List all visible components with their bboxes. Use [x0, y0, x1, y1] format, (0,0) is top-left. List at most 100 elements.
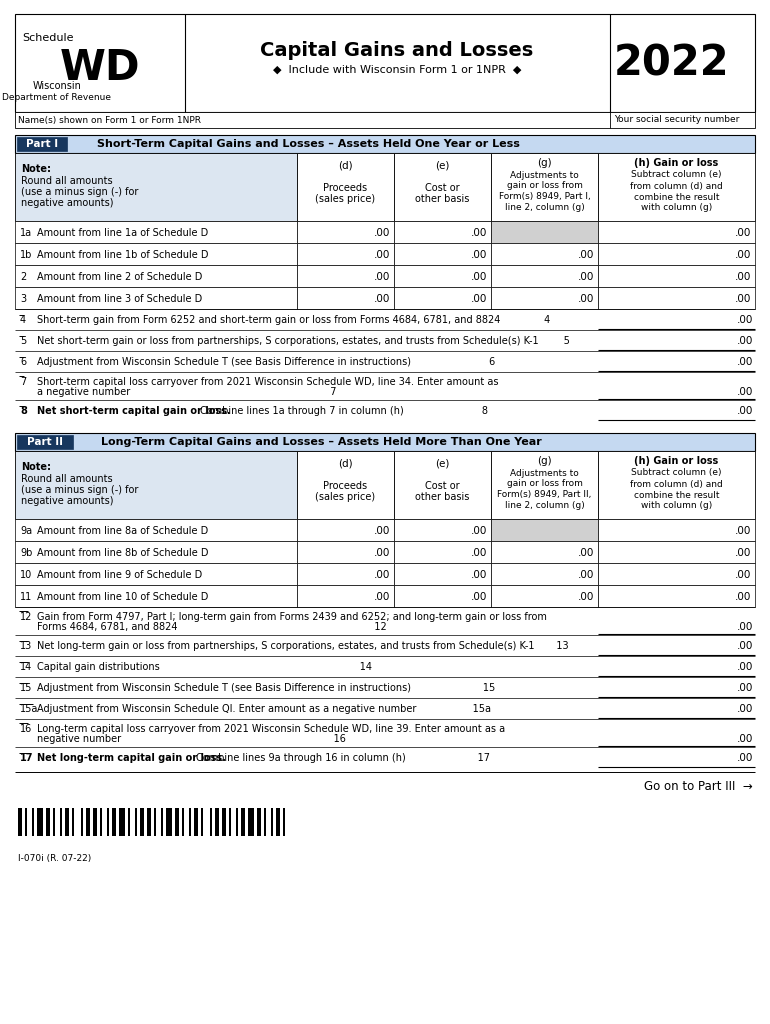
Bar	[72, 808, 74, 836]
Text: .00: .00	[470, 569, 487, 580]
Text: other basis: other basis	[415, 194, 470, 204]
Text: from column (d) and: from column (d) and	[630, 181, 723, 190]
Text: Round all amounts: Round all amounts	[21, 474, 112, 484]
Text: negative amounts): negative amounts)	[21, 496, 113, 506]
Bar	[182, 808, 184, 836]
Bar	[15, 451, 297, 519]
Text: Adjustment from Wisconsin Schedule QI. Enter amount as a negative number        : Adjustment from Wisconsin Schedule QI. E…	[37, 705, 491, 714]
Text: 9a: 9a	[20, 525, 32, 536]
Bar	[264, 808, 266, 836]
Text: .00: .00	[373, 271, 390, 282]
Bar	[394, 563, 491, 585]
Text: 14: 14	[20, 662, 32, 672]
Text: Department of Revenue: Department of Revenue	[2, 92, 112, 101]
Bar	[598, 519, 755, 541]
Text: (use a minus sign (-) for: (use a minus sign (-) for	[21, 485, 139, 495]
Bar	[15, 519, 297, 541]
Text: 3: 3	[20, 294, 26, 303]
Bar	[166, 808, 172, 836]
Bar	[175, 808, 179, 836]
Bar	[297, 243, 394, 265]
Text: Amount from line 3 of Schedule D: Amount from line 3 of Schedule D	[37, 294, 203, 303]
Text: .00: .00	[737, 406, 753, 416]
Bar	[241, 808, 245, 836]
Text: .00: .00	[373, 227, 390, 238]
Text: 2: 2	[20, 271, 26, 282]
Text: .00: .00	[735, 548, 751, 557]
Text: 1b: 1b	[20, 250, 32, 259]
Text: I-070i (R. 07-22): I-070i (R. 07-22)	[18, 853, 92, 862]
Bar	[394, 243, 491, 265]
Bar	[491, 265, 598, 287]
Bar	[229, 808, 231, 836]
Text: Amount from line 8b of Schedule D: Amount from line 8b of Schedule D	[37, 548, 209, 557]
Bar	[491, 451, 598, 519]
Text: Adjustment from Wisconsin Schedule T (see Basis Difference in instructions)     : Adjustment from Wisconsin Schedule T (se…	[37, 357, 495, 367]
Text: Cost or: Cost or	[425, 481, 460, 490]
Text: Amount from line 1b of Schedule D: Amount from line 1b of Schedule D	[37, 250, 209, 259]
Bar	[161, 808, 163, 836]
Text: Long-Term Capital Gains and Losses – Assets Held More Than One Year: Long-Term Capital Gains and Losses – Ass…	[101, 437, 542, 447]
Bar	[100, 808, 102, 836]
Bar	[271, 808, 273, 836]
Bar	[189, 808, 191, 836]
Text: 1a: 1a	[20, 227, 32, 238]
Bar	[394, 153, 491, 221]
Text: negative number                                                                 : negative number	[37, 734, 346, 744]
Text: 4: 4	[20, 315, 26, 325]
Bar	[93, 808, 97, 836]
Text: Short-term capital loss carryover from 2021 Wisconsin Schedule WD, line 34. Ente: Short-term capital loss carryover from 2…	[37, 377, 498, 387]
Text: 9b: 9b	[20, 548, 32, 557]
Text: Forms 4684, 6781, and 8824                                                      : Forms 4684, 6781, and 8824	[37, 622, 387, 632]
Text: 8: 8	[20, 406, 27, 416]
Text: Schedule: Schedule	[22, 33, 73, 43]
Text: Note:: Note:	[21, 462, 51, 472]
Bar	[140, 808, 144, 836]
Text: .00: .00	[735, 271, 751, 282]
Text: (use a minus sign (-) for: (use a minus sign (-) for	[21, 187, 139, 197]
Text: Wisconsin: Wisconsin	[32, 81, 82, 91]
Text: .00: .00	[737, 662, 753, 672]
Bar	[598, 265, 755, 287]
Bar	[297, 153, 394, 221]
Text: .00: .00	[578, 548, 594, 557]
Bar	[598, 153, 755, 221]
Text: Proceeds: Proceeds	[323, 481, 367, 490]
Bar	[15, 433, 755, 451]
Text: .00: .00	[737, 705, 753, 714]
Text: WD: WD	[60, 47, 140, 89]
Text: .00: .00	[735, 525, 751, 536]
Text: .00: .00	[735, 294, 751, 303]
Bar	[215, 808, 219, 836]
Bar	[394, 451, 491, 519]
Bar	[491, 287, 598, 309]
Text: .00: .00	[735, 250, 751, 259]
Text: Long-term capital loss carryover from 2021 Wisconsin Schedule WD, line 39. Enter: Long-term capital loss carryover from 20…	[37, 724, 505, 734]
Text: .00: .00	[578, 569, 594, 580]
Text: Adjustments to: Adjustments to	[510, 469, 579, 478]
Text: 7: 7	[20, 377, 26, 387]
Text: .00: .00	[737, 315, 753, 325]
Bar	[135, 808, 137, 836]
Text: .00: .00	[470, 227, 487, 238]
Text: Part I: Part I	[26, 139, 58, 150]
Text: 6: 6	[20, 357, 26, 367]
Text: Name(s) shown on Form 1 or Form 1NPR: Name(s) shown on Form 1 or Form 1NPR	[18, 116, 201, 125]
Text: Cost or: Cost or	[425, 183, 460, 193]
Bar	[491, 563, 598, 585]
Bar	[15, 243, 297, 265]
Text: .00: .00	[373, 569, 390, 580]
Text: with column (g): with column (g)	[641, 502, 712, 511]
Text: (h) Gain or loss: (h) Gain or loss	[634, 456, 718, 466]
Bar	[86, 808, 90, 836]
Bar	[297, 287, 394, 309]
Text: 11: 11	[20, 592, 32, 601]
Text: .00: .00	[735, 592, 751, 601]
Text: Short-Term Capital Gains and Losses – Assets Held One Year or Less: Short-Term Capital Gains and Losses – As…	[97, 139, 520, 150]
Bar	[15, 153, 297, 221]
Text: Amount from line 9 of Schedule D: Amount from line 9 of Schedule D	[37, 569, 203, 580]
Bar	[15, 14, 755, 112]
Bar	[297, 265, 394, 287]
Text: .00: .00	[470, 592, 487, 601]
Text: .00: .00	[735, 227, 751, 238]
